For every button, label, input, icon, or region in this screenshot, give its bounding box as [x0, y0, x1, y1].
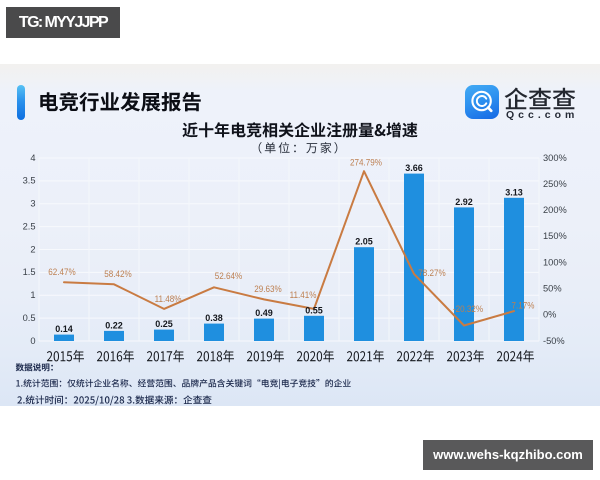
svg-text:29.63%: 29.63%	[254, 284, 282, 295]
svg-text:78.27%: 78.27%	[418, 268, 446, 279]
svg-text:52.64%: 52.64%	[215, 271, 243, 282]
svg-text:0.5: 0.5	[23, 313, 36, 323]
svg-text:4: 4	[30, 153, 35, 163]
svg-text:0.25: 0.25	[155, 319, 173, 329]
svg-text:2.5: 2.5	[23, 221, 36, 231]
svg-text:250%: 250%	[543, 179, 567, 189]
svg-text:-50%: -50%	[543, 336, 565, 346]
svg-text:100%: 100%	[543, 257, 567, 267]
svg-text:150%: 150%	[543, 231, 567, 241]
svg-text:0%: 0%	[543, 310, 556, 320]
svg-text:62.47%: 62.47%	[48, 267, 76, 278]
svg-text:2.92: 2.92	[455, 197, 473, 207]
svg-text:3.13: 3.13	[505, 187, 523, 197]
svg-text:0.49: 0.49	[255, 308, 273, 318]
svg-text:2: 2	[30, 244, 35, 254]
svg-text:2.05: 2.05	[355, 237, 373, 247]
svg-text:1.5: 1.5	[23, 267, 36, 277]
svg-text:274.79%: 274.79%	[350, 157, 382, 168]
svg-text:0.22: 0.22	[105, 320, 123, 330]
svg-text:1: 1	[30, 290, 35, 300]
svg-text:3: 3	[30, 199, 35, 209]
svg-text:58.42%: 58.42%	[104, 269, 132, 280]
svg-text:11.48%: 11.48%	[155, 294, 182, 305]
svg-text:200%: 200%	[543, 205, 567, 215]
svg-text:50%: 50%	[543, 284, 562, 294]
svg-text:11.41%: 11.41%	[290, 290, 317, 301]
svg-text:0.55: 0.55	[305, 305, 323, 315]
svg-text:0.14: 0.14	[55, 324, 73, 334]
svg-text:0.38: 0.38	[205, 313, 223, 323]
svg-text:0: 0	[30, 336, 35, 346]
svg-text:300%: 300%	[543, 153, 567, 163]
svg-text:7.17%: 7.17%	[512, 300, 535, 311]
svg-text:-20.32%: -20.32%	[453, 304, 483, 315]
svg-text:3.5: 3.5	[23, 176, 36, 186]
svg-text:3.66: 3.66	[405, 163, 423, 173]
